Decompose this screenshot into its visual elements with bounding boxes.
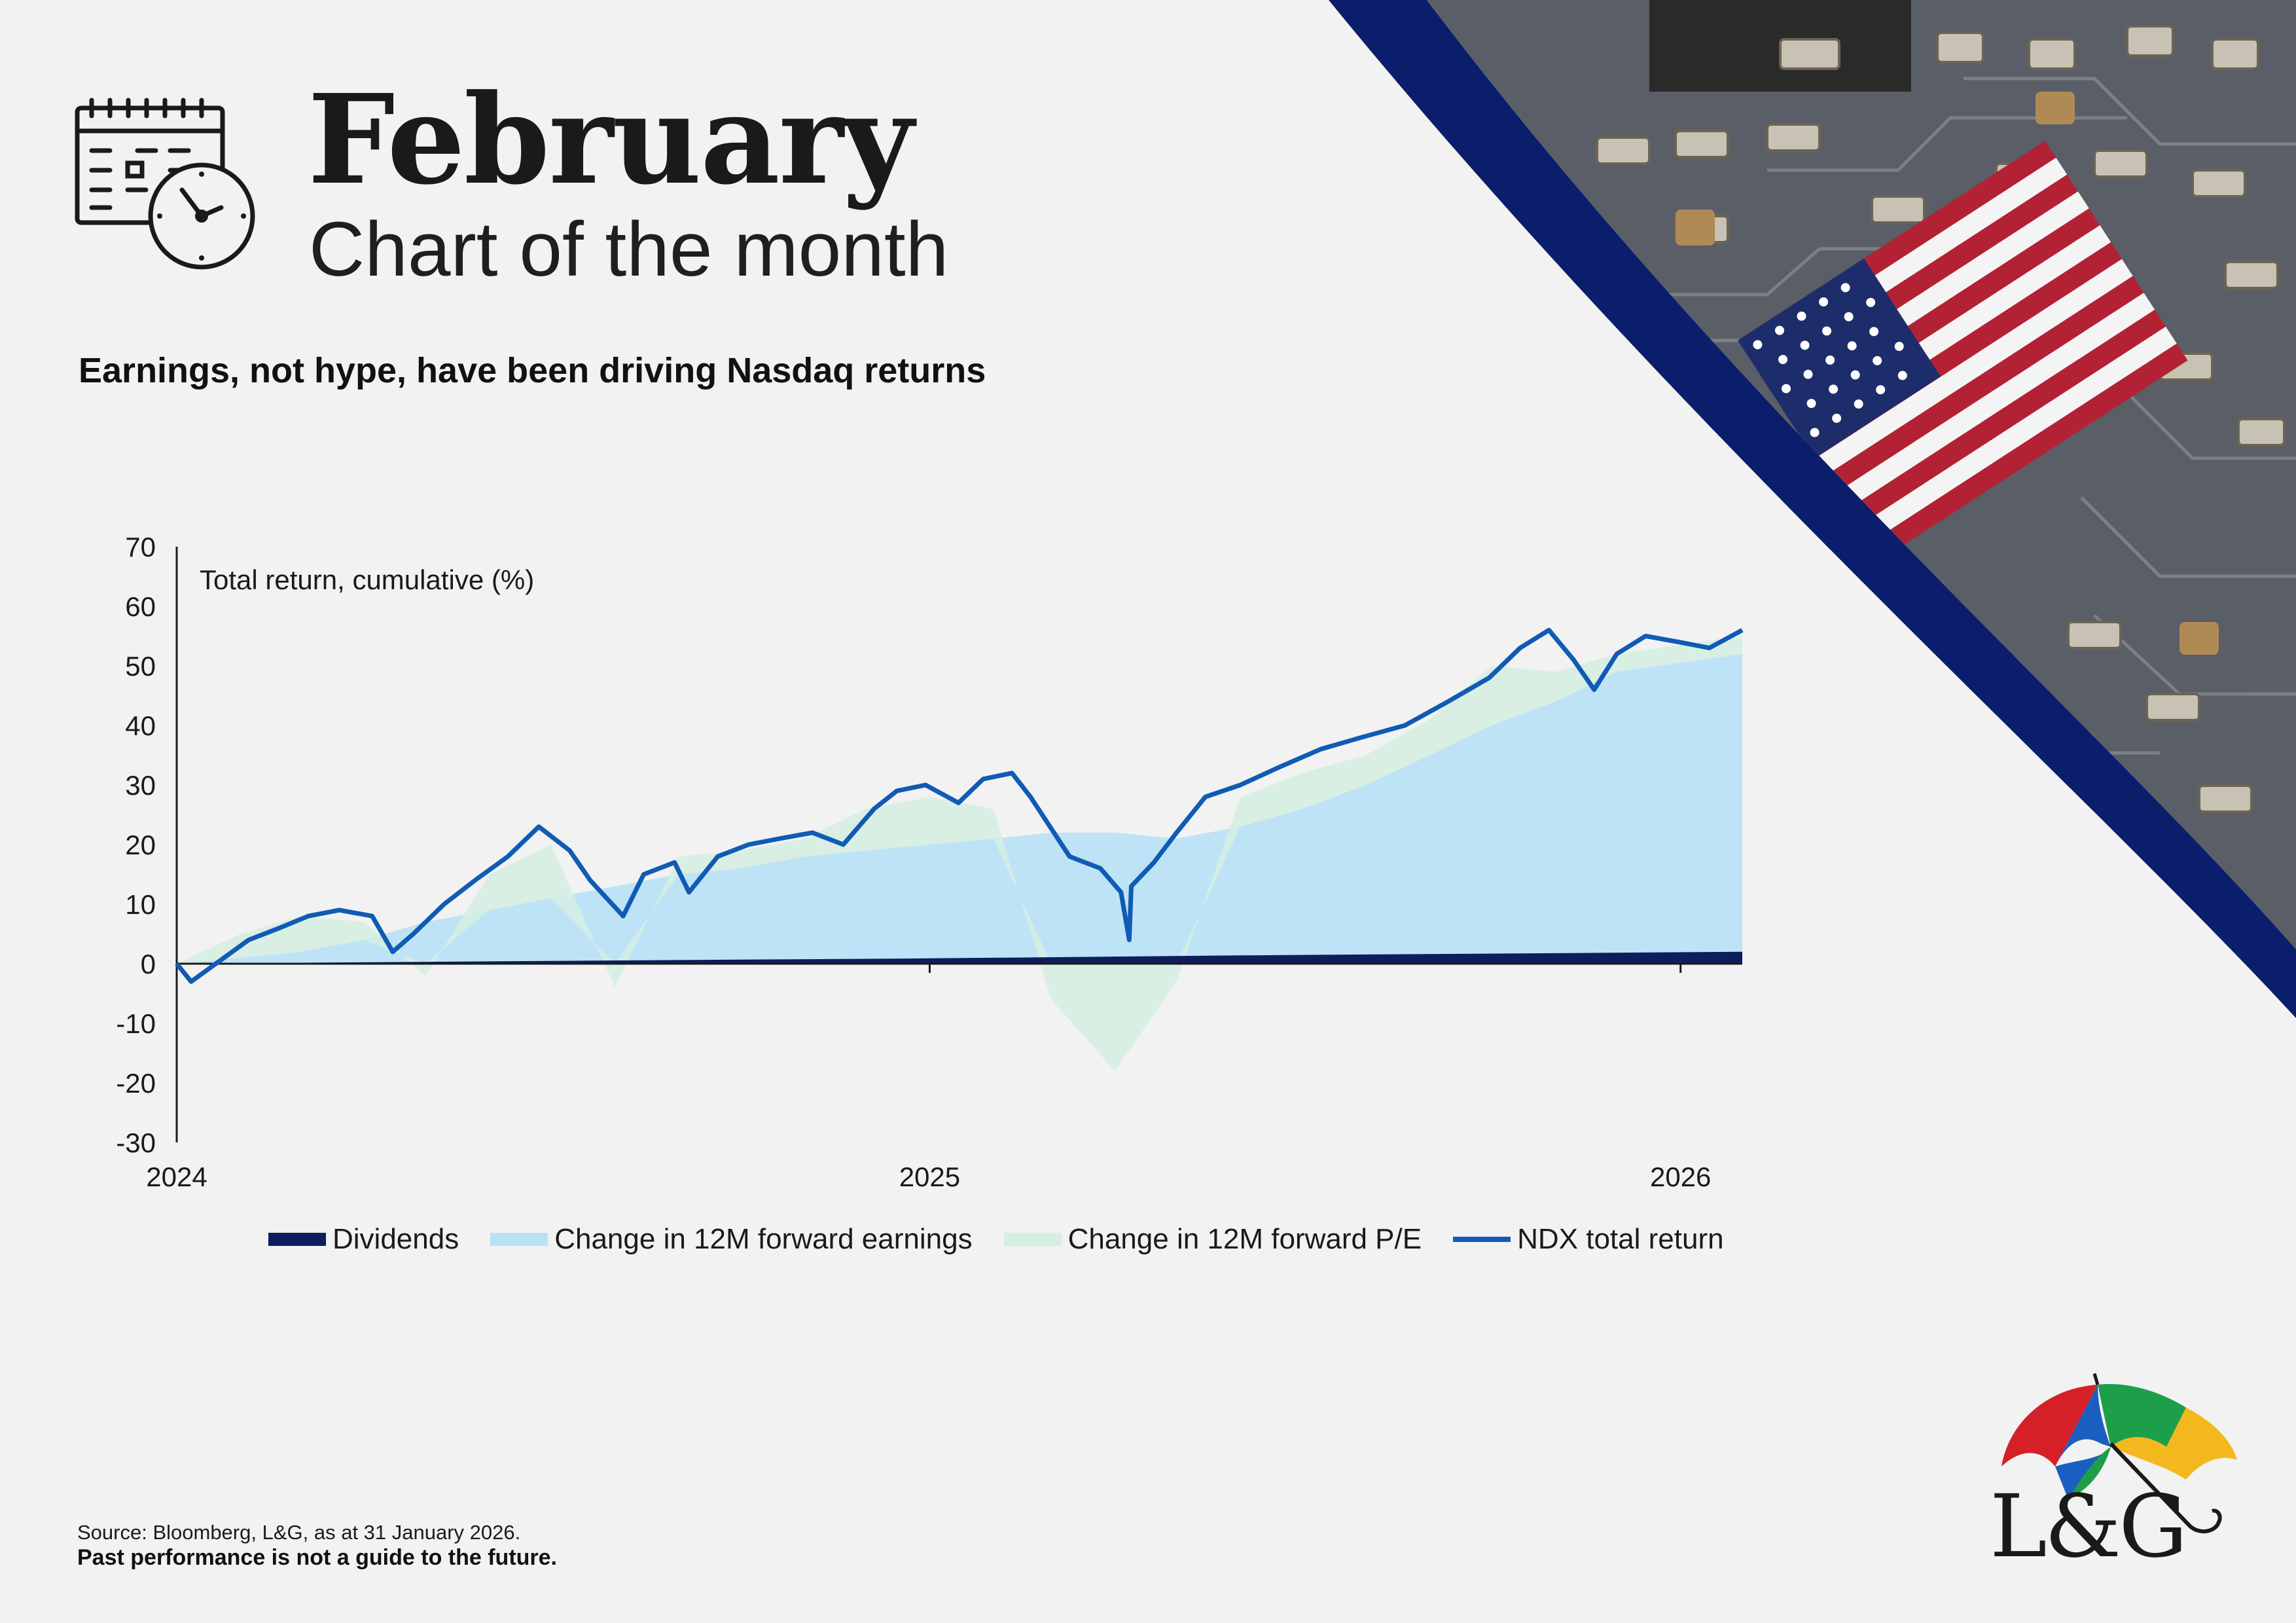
legend-swatch-dividends [268,1233,326,1246]
earnings-area [177,653,1742,964]
page-title: February [308,67,914,212]
navy-band [1329,0,2296,1018]
x-tick-label: 2025 [899,1161,960,1192]
legend-label-ndx: NDX total return [1517,1223,1724,1255]
y-axis-label: Total return, cumulative (%) [200,564,534,595]
logo-text: L&G [1990,1476,2188,1577]
disclaimer: Past performance is not a guide to the f… [77,1545,557,1570]
y-tick-label: 30 [125,770,156,801]
y-tick-label: 70 [125,532,156,562]
y-tick-label: 50 [125,651,156,682]
x-tick-label: 2024 [146,1161,207,1192]
legend-swatch-pe [1003,1233,1062,1246]
chart-headline: Earnings, not hype, have been driving Na… [79,351,986,390]
legend-swatch-ndx [1453,1237,1511,1242]
legend-label-dividends: Dividends [332,1223,459,1255]
legend-label-pe: Change in 12M forward P/E [1067,1223,1422,1255]
dividends-area [177,951,1742,964]
chart-areas [177,636,1742,1071]
legend-item-pe: Change in 12M forward P/E [1003,1223,1422,1256]
y-tick-label: 20 [125,830,156,860]
umbrella-logo-icon [2001,1373,2237,1533]
y-tick-label: -20 [116,1068,156,1099]
page-subtitle: Chart of the month [309,206,949,293]
y-tick-label: 10 [125,889,156,920]
y-tick-label: 0 [141,949,156,979]
chart-line [175,627,1744,984]
y-tick-label: 40 [125,710,156,741]
legend-item-dividends: Dividends [268,1223,459,1256]
legend-item-earnings: Change in 12M forward earnings [490,1223,973,1256]
legend-item-ndx: NDX total return [1453,1223,1724,1256]
chart-legend: Dividends Change in 12M forward earnings… [268,1216,1774,1262]
calendar-clock-icon [75,98,255,270]
x-tick-label: 2026 [1650,1161,1711,1192]
legend-label-earnings: Change in 12M forward earnings [554,1223,973,1255]
y-tick-label: -10 [116,1008,156,1039]
ndx-line [175,627,1744,984]
y-tick-label: 60 [125,591,156,622]
circuit-flag-photo [1329,0,2296,1018]
y-tick-label: -30 [116,1127,156,1158]
legend-swatch-earnings [490,1233,548,1246]
source-note: Source: Bloomberg, L&G, as at 31 January… [77,1521,521,1544]
